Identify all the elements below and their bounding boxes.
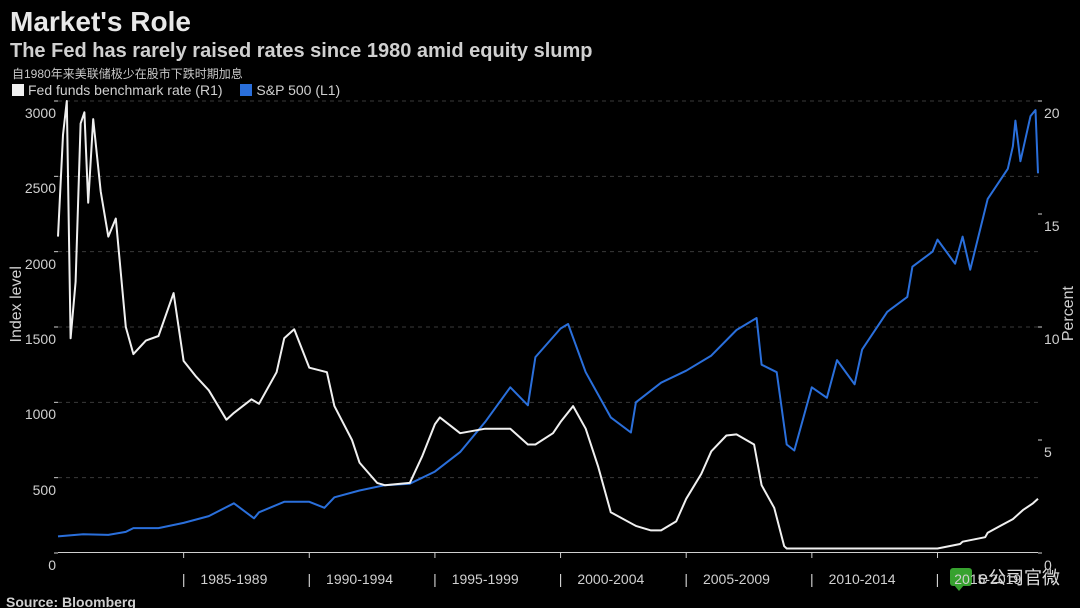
legend-label: S&P 500 (L1)	[256, 82, 340, 98]
y-tick-left: 0	[12, 557, 56, 573]
x-separator: |	[182, 571, 186, 587]
x-separator: |	[810, 571, 814, 587]
source-label: Source: Bloomberg	[6, 594, 136, 608]
y-tick-right: 20	[1044, 105, 1072, 121]
chart-svg	[58, 101, 1038, 553]
y-tick-left: 2500	[12, 180, 56, 196]
y-tick-left: 3000	[12, 105, 56, 121]
legend: Fed funds benchmark rate (R1) S&P 500 (L…	[12, 82, 1080, 99]
chart-area	[58, 101, 1058, 553]
chart-subtitle: The Fed has rarely raised rates since 19…	[10, 40, 1080, 63]
y-tick-right: 10	[1044, 331, 1072, 347]
x-separator: |	[684, 571, 688, 587]
x-separator: |	[936, 571, 940, 587]
legend-item-fed: Fed funds benchmark rate (R1)	[12, 82, 223, 98]
y-tick-right: 5	[1044, 444, 1072, 460]
y-tick-left: 500	[12, 482, 56, 498]
x-tick-group: 2015-2019	[954, 571, 1021, 587]
legend-label: Fed funds benchmark rate (R1)	[28, 82, 223, 98]
x-tick-group: 2000-2004	[577, 571, 644, 587]
legend-swatch	[240, 84, 252, 96]
x-tick-group: 1990-1994	[326, 571, 393, 587]
x-tick-group: 1995-1999	[452, 571, 519, 587]
y-tick-right: 0	[1044, 557, 1072, 573]
y-tick-left: 1000	[12, 406, 56, 422]
legend-swatch	[12, 84, 24, 96]
y-tick-left: 2000	[12, 256, 56, 272]
x-tick-group: 2010-2014	[829, 571, 896, 587]
x-tick-group: 2005-2009	[703, 571, 770, 587]
legend-item-sp500: S&P 500 (L1)	[240, 82, 340, 98]
y-tick-right: 15	[1044, 218, 1072, 234]
chart-note: 自1980年来美联储极少在股市下跌时期加息	[12, 65, 1080, 82]
chart-title: Market's Role	[10, 6, 1080, 38]
y-tick-left: 1500	[12, 331, 56, 347]
x-separator: |	[433, 571, 437, 587]
x-separator: |	[559, 571, 563, 587]
x-separator: |	[307, 571, 311, 587]
x-tick-group: 1985-1989	[200, 571, 267, 587]
